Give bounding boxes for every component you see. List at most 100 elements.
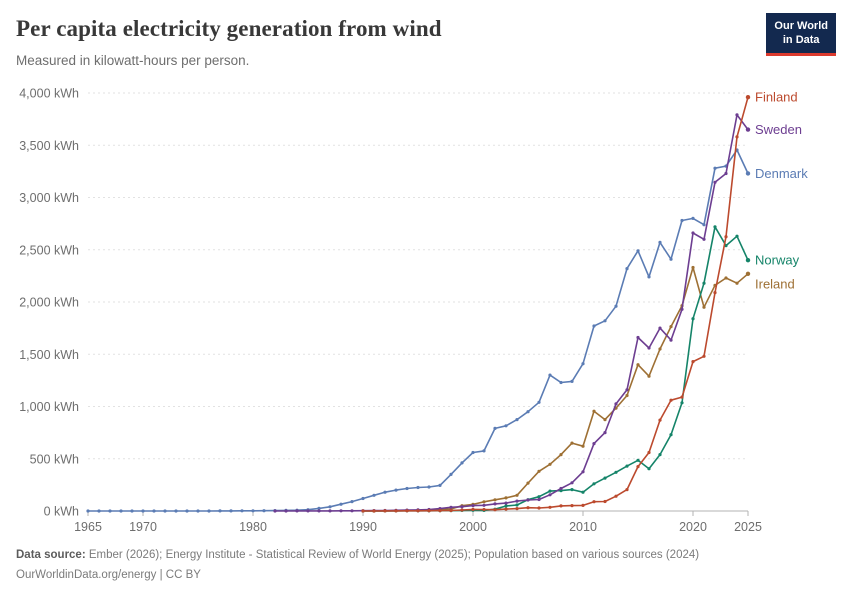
point-denmark xyxy=(559,380,563,385)
point-sweden xyxy=(669,338,673,342)
point-denmark xyxy=(570,379,574,383)
x-tick-label: 1965 xyxy=(74,520,102,534)
point-denmark xyxy=(526,410,530,414)
point-ireland xyxy=(581,444,585,448)
point-denmark xyxy=(427,485,431,489)
point-denmark xyxy=(97,509,101,513)
point-sweden xyxy=(658,326,662,330)
point-ireland xyxy=(658,347,662,351)
owid-logo-line1: Our World xyxy=(774,20,828,32)
point-finland xyxy=(372,509,376,513)
point-sweden xyxy=(713,180,717,184)
point-finland xyxy=(592,500,596,504)
point-ireland xyxy=(691,265,695,270)
point-denmark xyxy=(262,509,266,513)
series-label-finland[interactable]: Finland xyxy=(755,90,798,105)
line-sweden[interactable] xyxy=(274,114,749,512)
point-ireland xyxy=(526,481,530,485)
point-finland xyxy=(515,507,519,511)
point-denmark xyxy=(361,496,365,501)
chart-subtitle: Measured in kilowatt-hours per person. xyxy=(16,53,250,68)
point-denmark xyxy=(669,257,673,261)
data-source-label: Data source: xyxy=(16,549,86,561)
point-denmark xyxy=(702,223,706,227)
y-tick-label: 3,000 kWh xyxy=(19,191,79,205)
point-finland xyxy=(559,504,563,508)
x-tick-label: 2020 xyxy=(679,520,707,534)
point-ireland xyxy=(504,496,508,500)
point-finland xyxy=(702,354,706,358)
point-sweden xyxy=(647,346,651,350)
point-norway xyxy=(658,453,662,457)
point-sweden xyxy=(295,509,299,513)
series-label-norway[interactable]: Norway xyxy=(755,253,800,268)
point-sweden xyxy=(504,501,508,505)
line-ireland[interactable] xyxy=(362,266,749,512)
point-sweden xyxy=(317,509,321,513)
point-norway xyxy=(592,482,596,486)
point-denmark xyxy=(504,424,508,428)
point-denmark xyxy=(328,505,332,509)
point-denmark xyxy=(108,509,112,513)
point-denmark xyxy=(130,509,134,513)
owid-logo: Our World in Data xyxy=(766,13,836,56)
chart-area: 0 kWh 500 kWh 1,000 kWh 1,500 kWh 2,000 kWh 2… xyxy=(0,80,850,540)
point-norway xyxy=(691,317,695,321)
point-finland xyxy=(581,503,585,507)
point-norway xyxy=(669,433,673,437)
series-label-ireland[interactable]: Ireland xyxy=(755,276,795,291)
point-denmark xyxy=(493,426,497,430)
point-finland xyxy=(361,509,365,513)
y-tick-label: 4,000 kWh xyxy=(19,87,79,101)
point-norway xyxy=(680,401,684,405)
point-ireland xyxy=(625,393,629,398)
point-finland xyxy=(460,508,464,512)
point-sweden xyxy=(273,509,277,513)
point-norway xyxy=(603,476,607,480)
point-denmark xyxy=(372,493,376,497)
point-sweden xyxy=(724,171,728,176)
point-norway xyxy=(735,234,739,238)
point-finland xyxy=(691,360,695,364)
x-tick-label: 1980 xyxy=(239,520,267,534)
point-denmark xyxy=(592,324,596,328)
point-ireland xyxy=(603,418,607,422)
point-finland xyxy=(493,508,497,512)
point-finland xyxy=(416,509,420,513)
point-ireland xyxy=(702,305,706,309)
data-source-line: Data source: Ember (2026); Energy Instit… xyxy=(16,546,834,566)
point-sweden xyxy=(636,335,640,340)
point-denmark xyxy=(405,486,409,491)
point-denmark xyxy=(174,509,178,513)
point-sweden xyxy=(559,486,563,491)
point-sweden xyxy=(306,509,310,513)
point-finland xyxy=(383,509,387,513)
series-label-denmark[interactable]: Denmark xyxy=(755,166,808,181)
point-ireland xyxy=(636,363,640,367)
point-denmark xyxy=(86,509,90,513)
point-finland xyxy=(449,508,453,513)
x-tick-label: 1990 xyxy=(349,520,377,534)
point-norway xyxy=(515,503,519,507)
point-sweden xyxy=(625,388,629,392)
point-ireland xyxy=(482,500,486,504)
series-label-sweden[interactable]: Sweden xyxy=(755,122,802,137)
y-tick-label: 1,500 kWh xyxy=(19,348,79,362)
line-finland[interactable] xyxy=(362,96,749,512)
point-norway xyxy=(636,458,640,462)
point-finland xyxy=(636,465,640,469)
point-denmark xyxy=(482,449,486,453)
point-sweden xyxy=(471,504,475,508)
point-sweden xyxy=(328,509,332,513)
line-denmark[interactable] xyxy=(87,149,749,512)
point-finland xyxy=(658,418,662,422)
point-denmark xyxy=(537,400,541,404)
point-finland xyxy=(405,509,409,513)
point-sweden xyxy=(339,509,343,513)
point-sweden xyxy=(460,505,464,509)
point-norway xyxy=(581,490,585,494)
point-denmark xyxy=(614,304,618,308)
endpoint-finland xyxy=(745,94,751,100)
data-source-text: Ember (2026); Energy Institute - Statist… xyxy=(85,549,700,561)
point-denmark xyxy=(647,275,651,279)
